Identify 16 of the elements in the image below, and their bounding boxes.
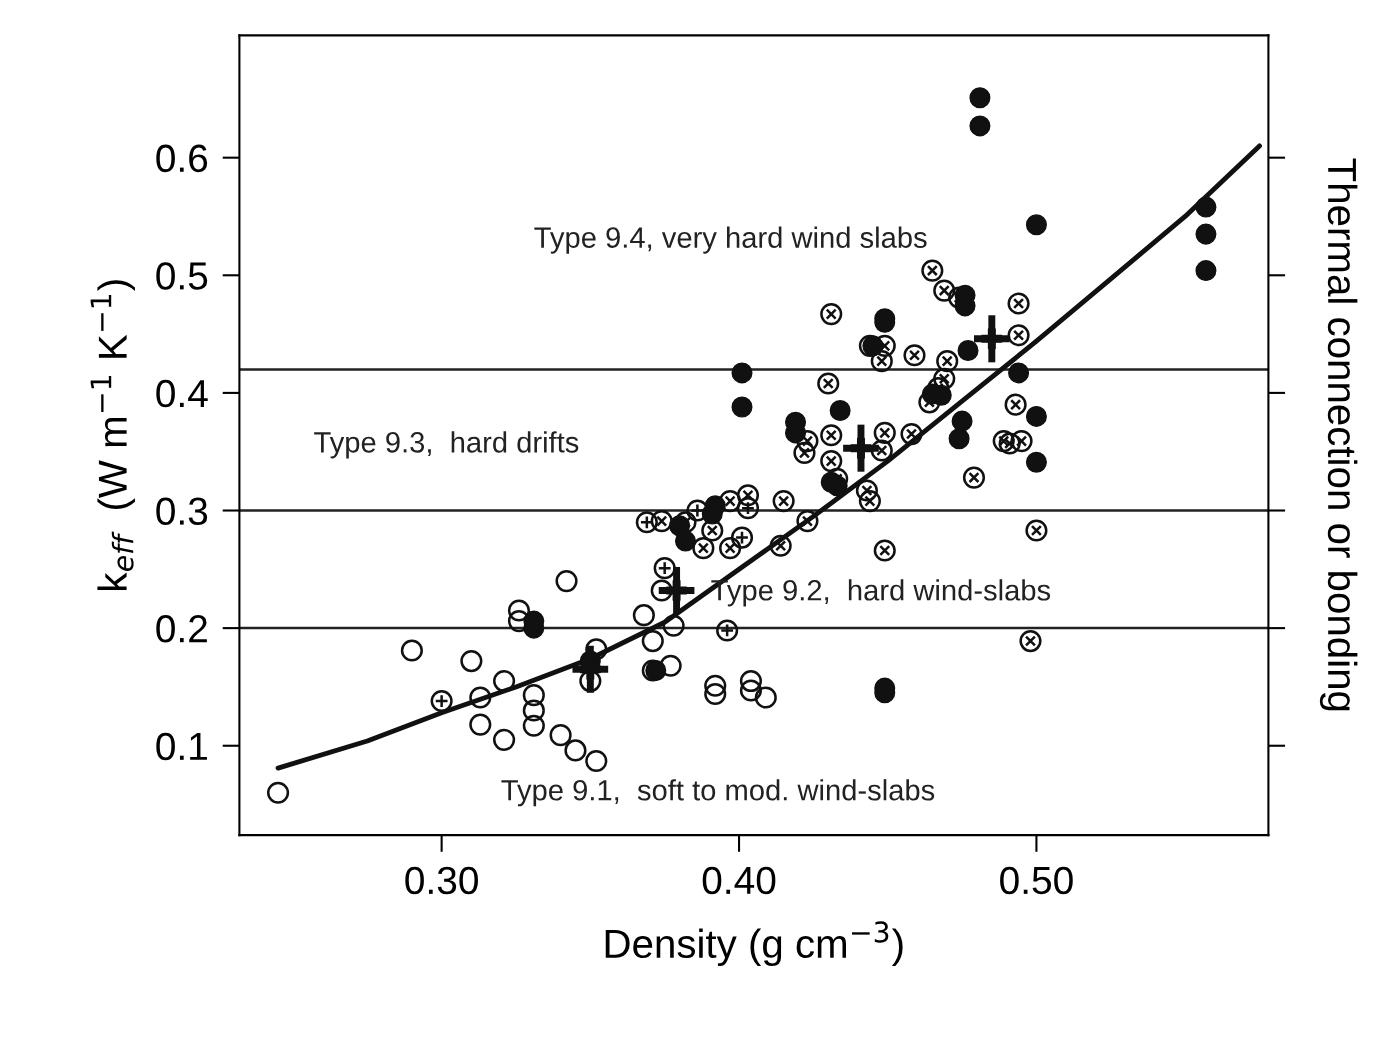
y-tick-label: 0.6 xyxy=(156,144,208,173)
x-tick-label: 0.30 xyxy=(405,866,478,895)
x-tick-label: 0.50 xyxy=(1000,866,1073,895)
x-axis-title: Density (g cm$^{−3}$) xyxy=(605,921,903,967)
annotation: Type 9.4, very hard wind slabs xyxy=(534,226,927,254)
y-axis-title: k$_{eff}$ (W m$^{−1}$ K$^{−1}$) xyxy=(90,280,135,591)
annotation: Type 9.2, hard wind-slabs xyxy=(711,579,1051,607)
y-tick-label: 0.1 xyxy=(156,732,207,761)
y-tick-label: 0.4 xyxy=(156,379,208,408)
y-tick-label: 0.3 xyxy=(156,497,208,525)
annotation: Type 9.1, soft to mod. wind-slabs xyxy=(501,779,935,807)
annotation: Type 9.3, hard drifts xyxy=(314,431,579,459)
x-tick-label: 0.40 xyxy=(702,866,776,895)
y2-axis-title: Thermal connection or bonding xyxy=(1319,158,1358,711)
y-tick-label: 0.2 xyxy=(156,615,207,643)
y-tick-label: 0.5 xyxy=(156,262,208,290)
